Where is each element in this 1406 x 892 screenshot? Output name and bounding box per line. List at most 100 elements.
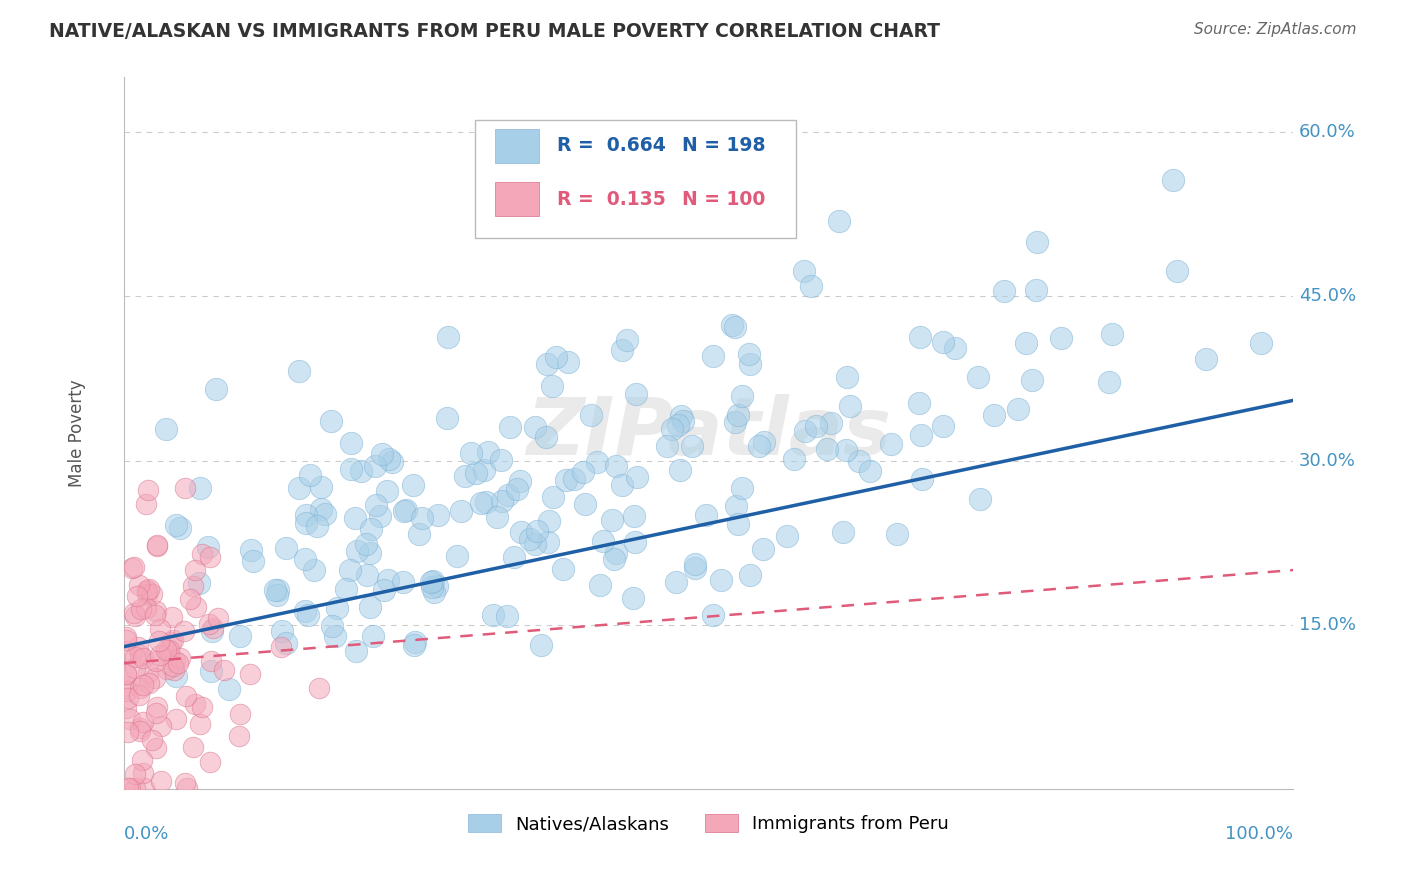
- Point: [588, 578, 610, 592]
- Point: [198, 550, 221, 565]
- Point: [136, 587, 159, 601]
- Point: [135, 601, 157, 615]
- Point: [305, 518, 328, 533]
- Point: [135, 582, 157, 597]
- Point: [1021, 373, 1043, 387]
- Point: [145, 607, 167, 622]
- Point: [616, 333, 638, 347]
- Point: [422, 574, 444, 588]
- Point: [115, 679, 138, 693]
- Point: [181, 579, 204, 593]
- Point: [738, 347, 761, 361]
- Point: [381, 455, 404, 469]
- Point: [191, 699, 214, 714]
- Point: [229, 707, 252, 722]
- Point: [321, 414, 343, 428]
- Point: [156, 662, 179, 676]
- Point: [149, 774, 172, 789]
- Point: [669, 463, 692, 477]
- Point: [695, 508, 717, 522]
- Point: [202, 620, 225, 634]
- Point: [482, 607, 505, 622]
- Point: [1007, 402, 1029, 417]
- Point: [555, 474, 578, 488]
- Point: [207, 611, 229, 625]
- Point: [321, 618, 343, 632]
- Point: [969, 491, 991, 506]
- Point: [776, 529, 799, 543]
- Point: [572, 465, 595, 479]
- Point: [159, 635, 181, 649]
- Point: [491, 494, 513, 508]
- Text: ZIPatlas: ZIPatlas: [526, 394, 891, 472]
- Point: [993, 285, 1015, 299]
- Point: [724, 415, 747, 429]
- Text: R =  0.664: R = 0.664: [557, 136, 665, 155]
- Point: [983, 409, 1005, 423]
- Point: [370, 509, 392, 524]
- Point: [132, 780, 155, 795]
- Point: [117, 725, 139, 739]
- Point: [908, 330, 931, 344]
- Point: [404, 638, 426, 652]
- Point: [423, 585, 446, 599]
- Point: [191, 547, 214, 561]
- Point: [485, 509, 508, 524]
- Point: [475, 495, 498, 509]
- Text: Source: ZipAtlas.com: Source: ZipAtlas.com: [1194, 22, 1357, 37]
- Point: [174, 482, 197, 496]
- Point: [1050, 331, 1073, 345]
- Point: [592, 534, 614, 549]
- Point: [910, 472, 932, 486]
- Point: [162, 659, 184, 673]
- Point: [197, 540, 219, 554]
- Point: [298, 467, 321, 482]
- Point: [141, 587, 163, 601]
- Point: [201, 624, 224, 638]
- Point: [228, 729, 250, 743]
- Point: [308, 681, 330, 695]
- Point: [668, 417, 690, 432]
- Point: [624, 535, 647, 549]
- Point: [752, 541, 775, 556]
- Text: 45.0%: 45.0%: [1299, 287, 1357, 305]
- FancyBboxPatch shape: [475, 120, 796, 237]
- Point: [323, 629, 346, 643]
- Point: [426, 508, 449, 522]
- Point: [564, 472, 586, 486]
- Point: [450, 504, 472, 518]
- Point: [184, 563, 207, 577]
- Point: [138, 582, 160, 596]
- Point: [793, 264, 815, 278]
- Point: [117, 780, 139, 795]
- Point: [370, 447, 392, 461]
- Point: [605, 459, 627, 474]
- Point: [270, 640, 292, 654]
- Point: [359, 599, 381, 614]
- Point: [267, 583, 290, 598]
- Point: [624, 387, 647, 401]
- Point: [612, 477, 634, 491]
- Point: [128, 688, 150, 702]
- Point: [188, 575, 211, 590]
- Point: [404, 635, 426, 649]
- Point: [132, 714, 155, 729]
- Point: [239, 543, 262, 558]
- Point: [377, 573, 399, 587]
- Point: [149, 622, 172, 636]
- Point: [724, 319, 747, 334]
- Point: [132, 650, 155, 665]
- Point: [124, 767, 146, 781]
- Point: [731, 481, 754, 495]
- Text: R =  0.135: R = 0.135: [557, 190, 665, 209]
- Point: [129, 602, 152, 616]
- Point: [509, 474, 531, 488]
- Point: [124, 649, 146, 664]
- Point: [361, 630, 384, 644]
- Point: [509, 524, 531, 539]
- Point: [605, 545, 627, 559]
- Point: [544, 350, 567, 364]
- Point: [683, 557, 706, 571]
- Point: [302, 563, 325, 577]
- Point: [557, 355, 579, 369]
